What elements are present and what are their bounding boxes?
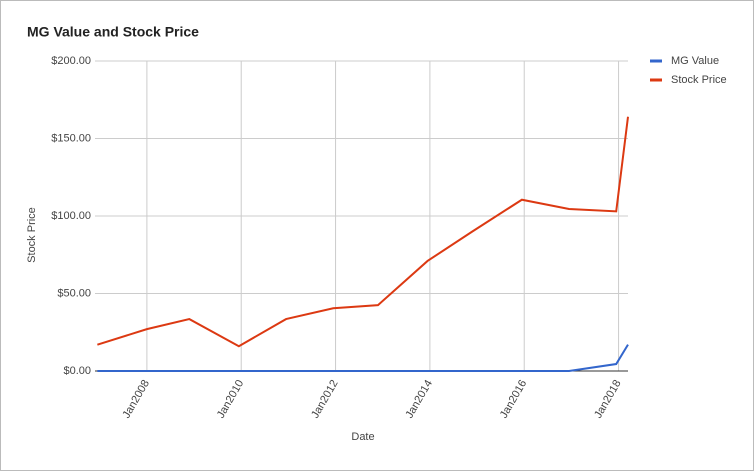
y-tick-label: $50.00: [57, 287, 91, 299]
y-tick-label: $100.00: [51, 210, 91, 222]
y-axis-label: Stock Price: [26, 207, 38, 263]
chart-title: MG Value and Stock Price: [27, 24, 199, 40]
series-line: [97, 344, 629, 372]
legend-label: Stock Price: [671, 74, 727, 86]
series-line: [97, 116, 629, 348]
y-tick-label: $0.00: [63, 365, 91, 377]
legend-label: MG Value: [671, 55, 719, 67]
x-axis-label: Date: [351, 431, 374, 443]
y-tick-label: $200.00: [51, 55, 91, 67]
y-tick-label: $150.00: [51, 132, 91, 144]
